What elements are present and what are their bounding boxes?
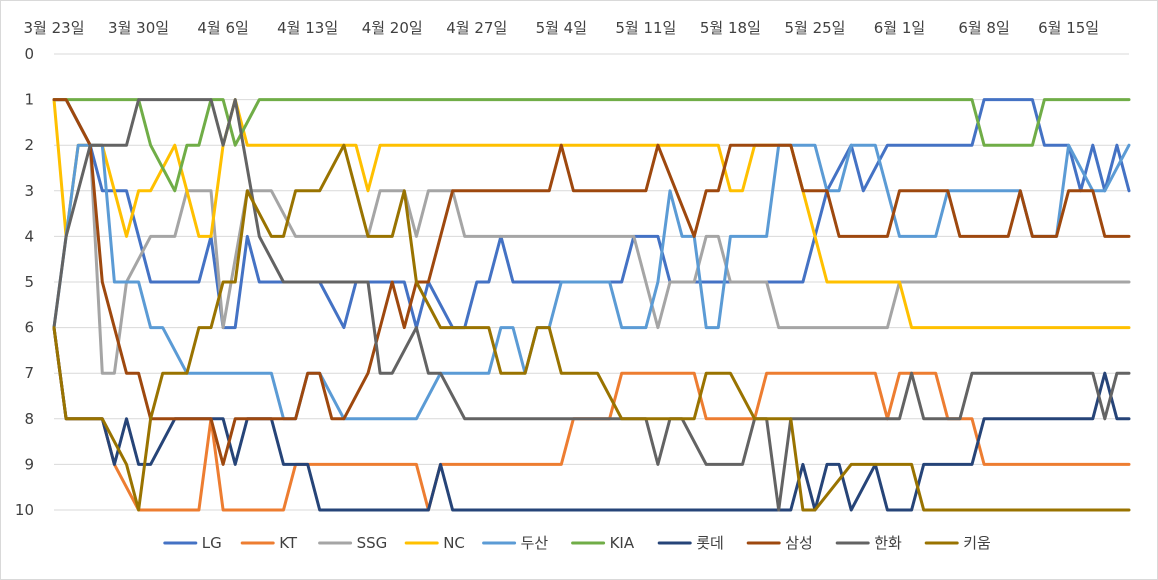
x-tick-label: 4월 13일 [277, 19, 338, 37]
legend-label: 두산 [521, 534, 549, 552]
x-tick-label: 6월 8일 [958, 19, 1009, 37]
y-tick-label: 5 [24, 273, 34, 291]
x-tick-label: 4월 6일 [197, 19, 248, 37]
legend-label: 키움 [963, 534, 991, 552]
y-tick-label: 3 [24, 182, 34, 200]
y-tick-label: 9 [24, 455, 34, 473]
y-tick-label: 6 [24, 319, 34, 337]
y-tick-label: 2 [24, 136, 34, 154]
x-tick-label: 4월 20일 [362, 19, 423, 37]
x-tick-label: 6월 15일 [1038, 19, 1099, 37]
y-tick-label: 10 [15, 501, 34, 519]
legend-label: NC [443, 534, 465, 552]
y-tick-label: 8 [24, 410, 34, 428]
y-tick-label: 1 [24, 91, 34, 109]
x-tick-label: 6월 1일 [874, 19, 925, 37]
legend-label: KT [279, 534, 298, 552]
y-tick-label: 7 [24, 364, 34, 382]
x-tick-label: 5월 25일 [784, 19, 845, 37]
y-tick-label: 0 [24, 45, 34, 63]
legend-label: KIA [610, 534, 635, 552]
legend-label: 한화 [874, 534, 902, 552]
legend-label: 삼성 [785, 534, 813, 552]
x-tick-label: 5월 18일 [700, 19, 761, 37]
y-tick-label: 4 [24, 227, 34, 245]
x-tick-label: 4월 27일 [446, 19, 507, 37]
x-tick-label: 3월 23일 [24, 19, 85, 37]
x-tick-label: 3월 30일 [108, 19, 169, 37]
x-tick-label: 5월 11일 [615, 19, 676, 37]
legend-label: 롯데 [696, 534, 724, 552]
legend-label: SSG [357, 534, 388, 552]
x-tick-label: 5월 4일 [536, 19, 587, 37]
legend-label: LG [202, 534, 222, 552]
